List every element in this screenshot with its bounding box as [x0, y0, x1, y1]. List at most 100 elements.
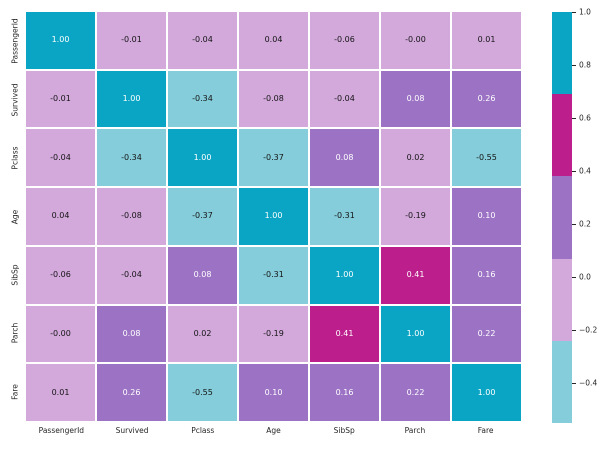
heatmap-cell-Parch-Age: -0.19: [239, 305, 308, 363]
cell-value: 0.22: [406, 387, 425, 397]
cell-value: 0.08: [335, 152, 354, 162]
colorbar-segment-0: [552, 12, 572, 95]
colorbar-tick-label: 1.0: [579, 7, 591, 17]
heatmap-cell-Fare-SibSp: 0.16: [310, 364, 379, 421]
colorbar-tickmark: [572, 118, 576, 120]
heatmap-cell-PassengerId-SibSp: -0.06: [310, 12, 379, 69]
heatmap-cell-Survived-Pclass: -0.34: [168, 70, 237, 128]
cell-value: 0.22: [477, 328, 496, 338]
cell-value: -0.04: [334, 94, 355, 104]
heatmap-cell-PassengerId-Survived: -0.01: [97, 12, 166, 69]
heatmap-cell-Pclass-Survived: -0.34: [97, 129, 166, 187]
x-tick-label-PassengerId: PassengerId: [38, 425, 85, 435]
x-tick-label-SibSp: SibSp: [333, 425, 355, 435]
x-axis-labels: PassengerId Survived Pclass Age SibSp Parch Fa…: [26, 424, 521, 436]
cell-value: -0.01: [121, 35, 142, 45]
y-tick-label-Parch: Parch: [10, 323, 20, 344]
heatmap-cell-Fare-Parch: 0.22: [381, 364, 450, 421]
colorbar-tick-label: 0.4: [579, 166, 591, 176]
y-tick-label-Age: Age: [10, 209, 20, 224]
cell-value: -0.37: [263, 152, 284, 162]
cell-value: 0.01: [51, 387, 70, 397]
heatmap-cell-Survived-Survived: 1.00: [97, 70, 166, 128]
colorbar-tickmark: [572, 277, 576, 279]
cell-value: -0.19: [405, 211, 426, 221]
cell-value: -0.34: [121, 152, 142, 162]
cell-value: 1.00: [406, 328, 425, 338]
heatmap-cell-PassengerId-Parch: -0.00: [381, 12, 450, 69]
cell-value: 0.26: [122, 387, 141, 397]
heatmap-cell-Pclass-Parch: 0.02: [381, 129, 450, 187]
heatmap-cell-PassengerId-Pclass: -0.04: [168, 12, 237, 69]
heatmap-cell-Survived-PassengerId: -0.01: [26, 70, 95, 128]
cell-value: 0.16: [477, 270, 496, 280]
colorbar-tickmark: [572, 330, 576, 332]
cell-value: 1.00: [335, 270, 354, 280]
y-tick-label-SibSp: SibSp: [10, 264, 20, 286]
cell-value: -0.04: [121, 270, 142, 280]
cell-value: -0.04: [192, 35, 213, 45]
heatmap-cell-SibSp-Parch: 0.41: [381, 246, 450, 304]
heatmap-cell-Fare-Age: 0.10: [239, 364, 308, 421]
y-tick-label-PassengerId: PassengerId: [10, 18, 20, 64]
heatmap-cell-Fare-PassengerId: 0.01: [26, 364, 95, 421]
cell-value: 0.10: [264, 387, 283, 397]
cell-value: -0.31: [334, 211, 355, 221]
heatmap-cell-Pclass-Pclass: 1.00: [168, 129, 237, 187]
x-tick-label-Age: Age: [266, 425, 281, 435]
heatmap-cell-Fare-Fare: 1.00: [452, 364, 521, 421]
heatmap-cell-Fare-Survived: 0.26: [97, 364, 166, 421]
colorbar-tickmark: [572, 171, 576, 173]
colorbar-segment-1: [552, 94, 572, 177]
heatmap-cell-SibSp-Fare: 0.16: [452, 246, 521, 304]
colorbar-tick-label: 0.2: [579, 219, 591, 229]
heatmap-cell-Age-Pclass: -0.37: [168, 188, 237, 245]
cell-value: -0.06: [50, 270, 71, 280]
cell-value: -0.34: [192, 94, 213, 104]
cell-value: 1.00: [477, 387, 496, 397]
y-tick-label-Fare: Fare: [10, 383, 20, 400]
y-tick-label-Pclass: Pclass: [10, 146, 20, 170]
heatmap-cell-Age-SibSp: -0.31: [310, 188, 379, 245]
cell-value: 0.04: [51, 211, 70, 221]
heatmap-cell-Survived-Age: -0.08: [239, 70, 308, 128]
heatmap-grid: 1.00 -0.01 -0.04 0.04 -0.06 -0.00 0.01 -0.01 1.0…: [26, 12, 521, 421]
heatmap-cell-Age-Fare: 0.10: [452, 188, 521, 245]
cell-value: 0.41: [335, 328, 354, 338]
colorbar-tick-label: −0.2: [579, 325, 598, 335]
cell-value: -0.37: [192, 211, 213, 221]
colorbar-tick-label: 0.0: [579, 272, 591, 282]
heatmap-cell-PassengerId-PassengerId: 1.00: [26, 12, 95, 69]
heatmap-cell-Survived-Parch: 0.08: [381, 70, 450, 128]
cell-value: 0.16: [335, 387, 354, 397]
heatmap-cell-Survived-SibSp: -0.04: [310, 70, 379, 128]
heatmap-cell-SibSp-Survived: -0.04: [97, 246, 166, 304]
heatmap-cell-Age-Parch: -0.19: [381, 188, 450, 245]
heatmap-cell-Age-Age: 1.00: [239, 188, 308, 245]
heatmap-cell-Parch-Parch: 1.00: [381, 305, 450, 363]
x-tick-label-Fare: Fare: [477, 425, 494, 435]
heatmap-cell-PassengerId-Age: 0.04: [239, 12, 308, 69]
cell-value: -0.00: [405, 35, 426, 45]
cell-value: 0.41: [406, 270, 425, 280]
heatmap-cell-Age-PassengerId: 0.04: [26, 188, 95, 245]
colorbar: [552, 12, 572, 423]
heatmap-cell-PassengerId-Fare: 0.01: [452, 12, 521, 69]
colorbar-segment-4: [552, 340, 572, 423]
heatmap-cell-Parch-Survived: 0.08: [97, 305, 166, 363]
cell-value: -0.08: [263, 94, 284, 104]
heatmap-cell-SibSp-PassengerId: -0.06: [26, 246, 95, 304]
colorbar-tick-label: −0.4: [579, 378, 598, 388]
x-tick-label-Survived: Survived: [115, 425, 149, 435]
heatmap-cell-Pclass-PassengerId: -0.04: [26, 129, 95, 187]
colorbar-tickmark: [572, 224, 576, 226]
heatmap-cell-Survived-Fare: 0.26: [452, 70, 521, 128]
heatmap-cell-Pclass-SibSp: 0.08: [310, 129, 379, 187]
x-tick-label-Parch: Parch: [404, 425, 426, 435]
cell-value: 1.00: [264, 211, 283, 221]
colorbar-tick-label: 0.6: [579, 113, 591, 123]
cell-value: 0.08: [406, 94, 425, 104]
cell-value: -0.06: [334, 35, 355, 45]
heatmap-cell-Parch-Fare: 0.22: [452, 305, 521, 363]
